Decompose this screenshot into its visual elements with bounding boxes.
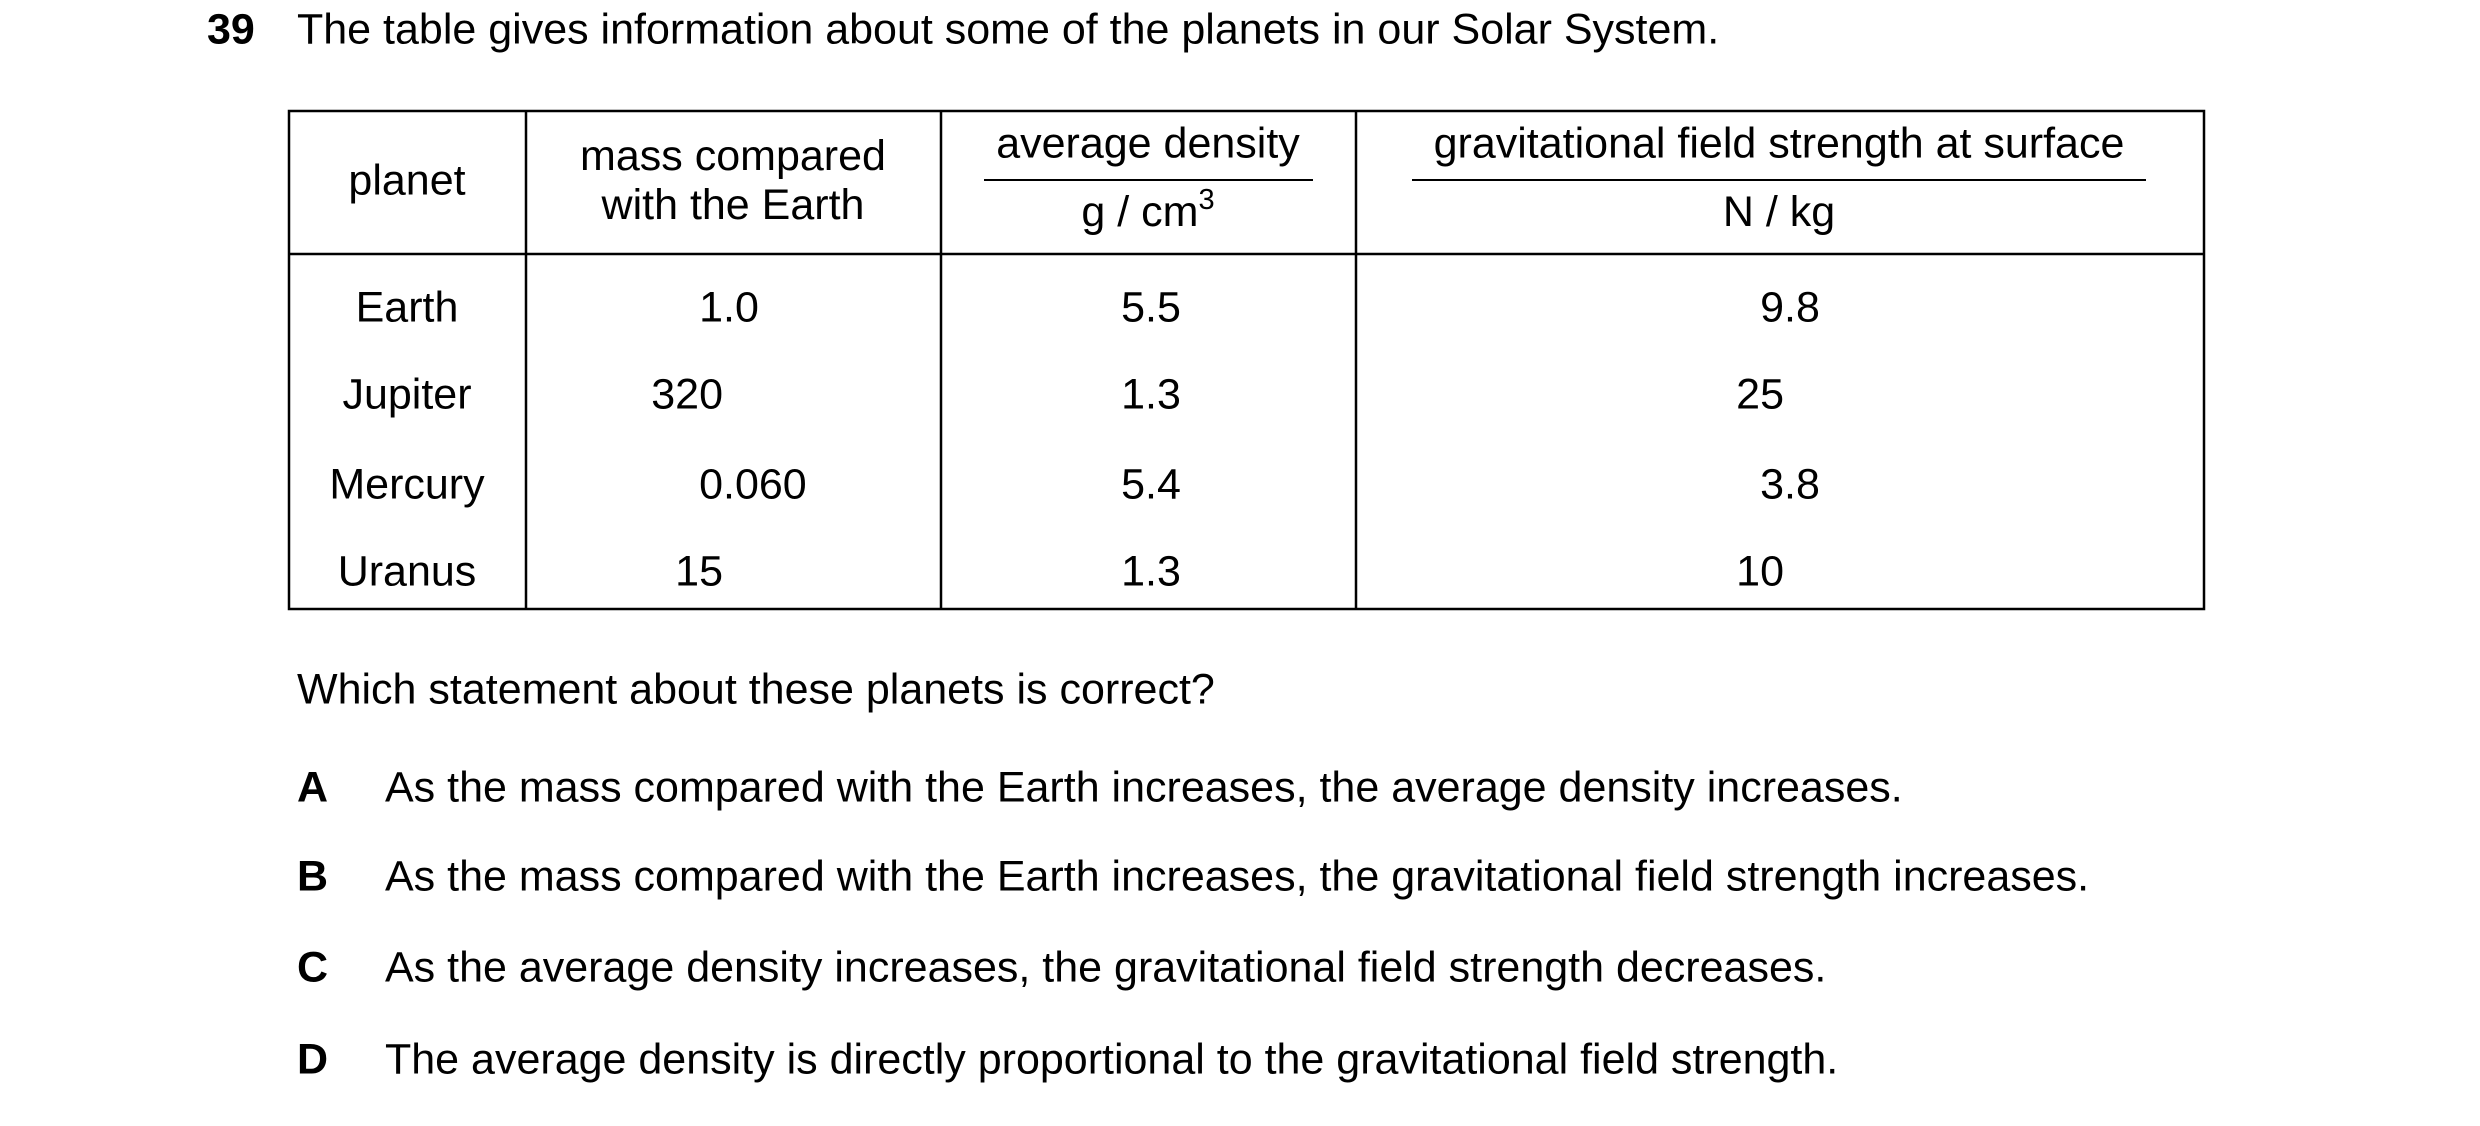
table-value: 10	[1736, 547, 1784, 595]
question-number: 39	[207, 5, 255, 53]
option-letter: B	[297, 852, 328, 900]
table-value: 5.4	[1121, 460, 1181, 508]
option-letter: D	[297, 1035, 328, 1083]
prompt: Which statement about these planets is c…	[297, 665, 1215, 713]
unit: N / kg	[1723, 188, 1835, 236]
planet-name: Jupiter	[342, 370, 471, 418]
table-border	[287, 109, 2206, 611]
column-header-quantity: gravitational field strength at surface	[1434, 119, 2125, 167]
option-letter: A	[297, 763, 328, 811]
table-value: 1.3	[1121, 547, 1181, 595]
table-value: 25	[1736, 370, 1784, 418]
table-value: 5.5	[1121, 283, 1181, 331]
option-text: The average density is directly proporti…	[385, 1035, 1838, 1083]
planet-name: Mercury	[329, 460, 485, 508]
option-text: As the mass compared with the Earth incr…	[385, 852, 2089, 900]
option-letter: C	[297, 943, 328, 991]
planet-name: Uranus	[338, 547, 477, 595]
option-text: As the mass compared with the Earth incr…	[385, 763, 1903, 811]
planet-name: Earth	[356, 283, 459, 331]
column-header-unit: g / cm3	[1081, 184, 1214, 237]
column-header-unit: N / kg	[1723, 188, 1835, 236]
table	[287, 109, 2206, 611]
column-header: with the Earth	[601, 181, 865, 229]
question-text: The table gives information about some o…	[297, 5, 1719, 53]
table-value: 0.060	[699, 460, 807, 508]
option-text: As the average density increases, the gr…	[385, 943, 1826, 991]
table-value: 9.8	[1760, 283, 1820, 331]
column-header: mass compared	[580, 132, 886, 180]
table-value: 320	[651, 370, 723, 418]
table-value: 3.8	[1760, 460, 1820, 508]
column-header: planet	[348, 156, 465, 204]
table-value: 15	[675, 547, 723, 595]
table-value: 1.3	[1121, 370, 1181, 418]
table-value: 1.0	[699, 283, 759, 331]
unit-superscript: 3	[1198, 184, 1214, 216]
column-header-quantity: average density	[996, 119, 1300, 167]
unit: g / cm	[1081, 188, 1198, 236]
